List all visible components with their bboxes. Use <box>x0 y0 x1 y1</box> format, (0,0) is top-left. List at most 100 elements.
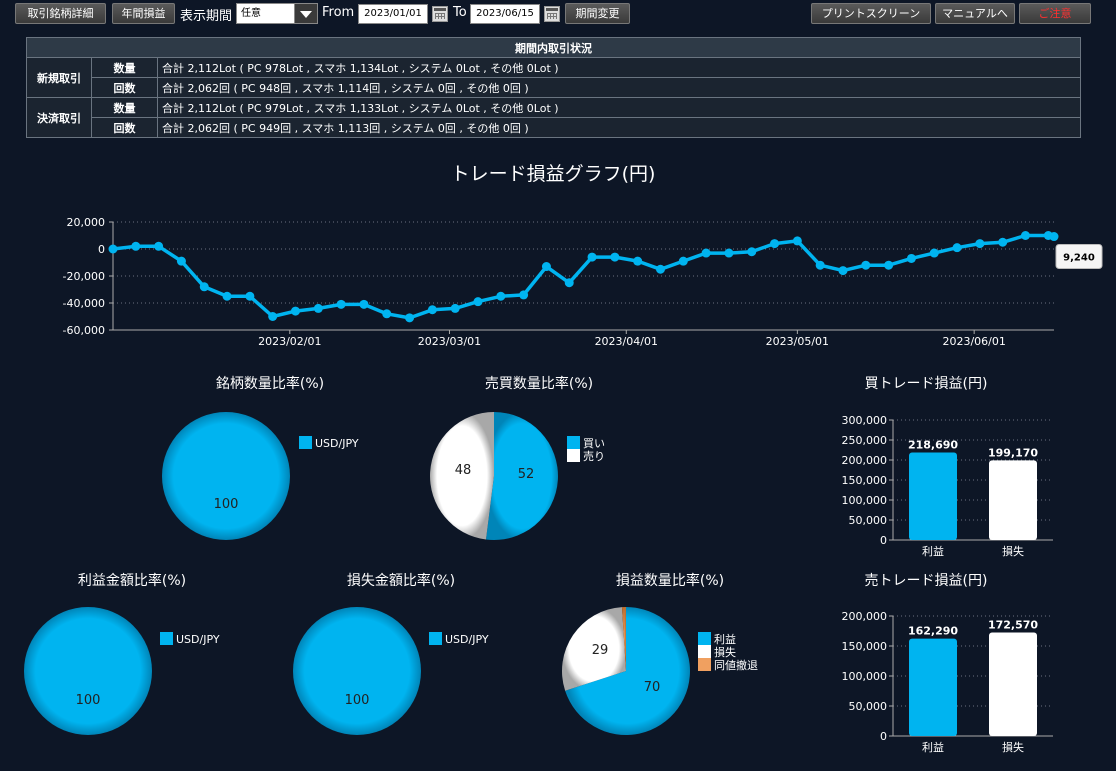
chart-title: トレード損益グラフ(円) <box>451 163 656 185</box>
to-date-input[interactable]: 2023/06/15 <box>470 4 540 24</box>
buy_pl-bar-chart: 買トレード損益(円) 0 50,000 100,000 150,000 200,000 25… <box>842 376 1053 558</box>
legend-swatch <box>567 436 580 449</box>
data-point <box>724 248 734 258</box>
chart-title: 損益数量比率(%) <box>616 572 724 589</box>
table-row: 決済取引 数量 合計 2,112Lot ( PC 979Lot , スマホ 1,… <box>26 97 1081 138</box>
chart-title: 利益金額比率(%) <box>78 572 186 589</box>
chart-title: 買トレード損益(円) <box>865 376 988 392</box>
row-value: 合計 2,062回 ( PC 949回 , スマホ 1,113回 , システム … <box>157 117 1081 138</box>
data-point <box>815 260 825 270</box>
data-point <box>131 241 141 251</box>
trade-summary-table: 期間内取引状況 新規取引 数量 合計 2,112Lot ( PC 978Lot … <box>26 37 1081 138</box>
data-point <box>1049 232 1059 242</box>
calendar-icon[interactable] <box>544 6 560 22</box>
data-point <box>199 282 209 292</box>
from-date-input[interactable]: 2023/01/01 <box>358 4 428 24</box>
caution-button[interactable]: ご注意 <box>1019 3 1091 24</box>
data-point <box>496 291 506 301</box>
data-point <box>473 297 483 307</box>
legend-swatch <box>299 436 312 449</box>
legend-swatch <box>698 645 711 658</box>
bar-value-label: 199,170 <box>988 446 1038 459</box>
data-point <box>929 248 939 258</box>
pie-slice <box>621 607 626 671</box>
data-point <box>678 256 688 266</box>
tooltip-box <box>1055 244 1103 270</box>
data-point <box>427 305 437 315</box>
data-point <box>884 260 894 270</box>
data-point <box>998 237 1008 247</box>
tooltip-label: 9,240 <box>1063 253 1095 264</box>
y-tick-label: 20,000 <box>67 216 106 229</box>
x-tick-label: 2023/02/01 <box>258 335 321 348</box>
y-tick-label: 200,000 <box>842 454 888 467</box>
legend-swatch <box>698 632 711 645</box>
pie-value-label: 29 <box>592 643 609 658</box>
data-point <box>975 239 985 249</box>
row-group-label: 決済取引 <box>26 97 92 138</box>
data-point <box>222 291 232 301</box>
annual-pl-button[interactable]: 年間損益 <box>112 3 175 24</box>
data-point <box>108 244 118 254</box>
row-value: 合計 2,112Lot ( PC 979Lot , スマホ 1,133Lot ,… <box>157 97 1081 118</box>
pie-slice <box>429 412 494 540</box>
row-value: 合計 2,062回 ( PC 948回 , スマホ 1,114回 , システム … <box>157 77 1081 98</box>
data-point <box>838 266 848 276</box>
y-tick-label: -60,000 <box>63 324 105 337</box>
legend-label: 同値撤退 <box>714 658 758 672</box>
bar-value-label: 162,290 <box>908 625 958 638</box>
data-point <box>450 303 460 313</box>
x-tick-label: 利益 <box>922 544 944 558</box>
pie-slice <box>485 412 558 540</box>
series-line <box>112 233 1055 320</box>
chart-title: 売買数量比率(%) <box>485 375 593 392</box>
y-tick-label: 150,000 <box>842 474 888 487</box>
pie-value-label: 100 <box>345 693 370 708</box>
from-label: From <box>322 5 355 20</box>
data-point <box>610 252 620 262</box>
calendar-icon[interactable] <box>432 6 448 22</box>
legend-swatch <box>160 632 173 645</box>
x-tick-label: 損失 <box>1002 740 1024 754</box>
data-point <box>313 303 323 313</box>
pie-value-label: 70 <box>644 680 661 695</box>
pie-value-label: 48 <box>455 463 472 478</box>
detail-button[interactable]: 取引銘柄詳細 <box>15 3 106 24</box>
legend-label: 損失 <box>714 645 736 659</box>
pie-slice <box>562 607 626 691</box>
x-tick-label: 2023/04/01 <box>595 335 658 348</box>
data-point <box>176 256 186 266</box>
x-tick-label: 損失 <box>1002 544 1024 558</box>
legend-label: USD/JPY <box>315 437 359 450</box>
period-select[interactable]: 任意 <box>236 3 318 24</box>
print-screen-button[interactable]: プリントスクリーン <box>811 3 931 24</box>
table-row: 回数 合計 2,062回 ( PC 948回 , スマホ 1,114回 , シス… <box>27 77 1081 98</box>
bar <box>989 460 1037 540</box>
y-tick-label: 200,000 <box>842 610 888 623</box>
profit_amt-pie-chart: 利益金額比率(%) 100 USD/JPY <box>24 572 220 735</box>
manual-button[interactable]: マニュアルへ <box>935 3 1015 24</box>
row-type-label: 回数 <box>91 117 158 138</box>
legend-label: 買い <box>583 437 605 450</box>
data-point <box>792 236 802 246</box>
change-period-button[interactable]: 期間変更 <box>565 3 630 24</box>
table-row: 回数 合計 2,062回 ( PC 949回 , スマホ 1,113回 , シス… <box>27 117 1081 138</box>
y-tick-label: -20,000 <box>63 270 105 283</box>
pie-slice <box>293 607 421 735</box>
data-point <box>519 290 529 300</box>
data-point <box>747 247 757 257</box>
data-point <box>952 243 962 253</box>
bar <box>989 632 1037 736</box>
period-label: 表示期間 <box>180 9 233 24</box>
pie-value-label: 52 <box>518 467 535 482</box>
chart-title: 損失金額比率(%) <box>347 572 455 589</box>
data-point <box>359 299 369 309</box>
chevron-down-icon[interactable] <box>294 4 317 23</box>
row-type-label: 回数 <box>91 77 158 98</box>
y-tick-label: 0 <box>880 534 887 547</box>
loss_amt-pie-chart: 損失金額比率(%) 100 USD/JPY <box>293 572 489 735</box>
row-type-label: 数量 <box>91 97 158 118</box>
data-point <box>382 309 392 319</box>
trade-pl-line-chart: トレード損益グラフ(円) 20,000 0 -20,000 -40,000 -60,000… <box>63 163 1103 348</box>
